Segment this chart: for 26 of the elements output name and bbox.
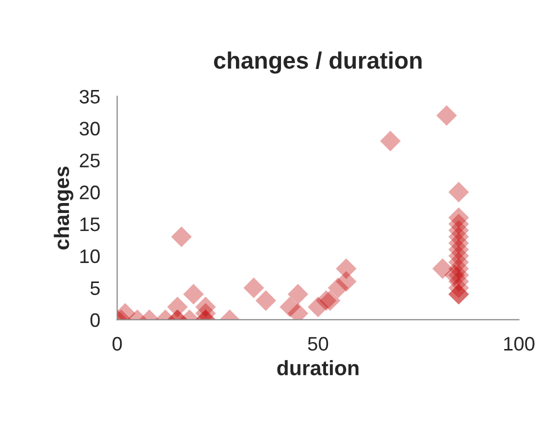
x-tick-label: 0 <box>112 336 122 351</box>
y-tick-label: 5 <box>90 281 100 296</box>
point <box>288 284 308 305</box>
point <box>171 226 192 248</box>
y-tick-label: 10 <box>80 249 100 264</box>
chart-title: changes / duration <box>214 51 422 74</box>
x-tick-label: 50 <box>308 336 328 351</box>
y-tick-label: 15 <box>80 218 100 232</box>
y-tick-label: 25 <box>80 154 100 168</box>
point <box>336 258 356 279</box>
x-tick-label: 100 <box>504 336 534 351</box>
point <box>256 290 276 311</box>
y-axis-title: changes <box>54 166 74 250</box>
y-tick-label: 0 <box>90 313 100 327</box>
y-tick-label: 30 <box>80 122 100 136</box>
point <box>436 105 457 126</box>
point <box>320 290 340 311</box>
x-axis-title: duration <box>277 360 358 376</box>
point <box>243 278 264 298</box>
point <box>448 182 469 202</box>
point <box>183 284 204 305</box>
y-tick-label: 20 <box>80 186 100 200</box>
point <box>444 264 465 286</box>
y-tick-label: 35 <box>80 90 100 104</box>
point <box>380 130 401 152</box>
point <box>432 258 453 279</box>
